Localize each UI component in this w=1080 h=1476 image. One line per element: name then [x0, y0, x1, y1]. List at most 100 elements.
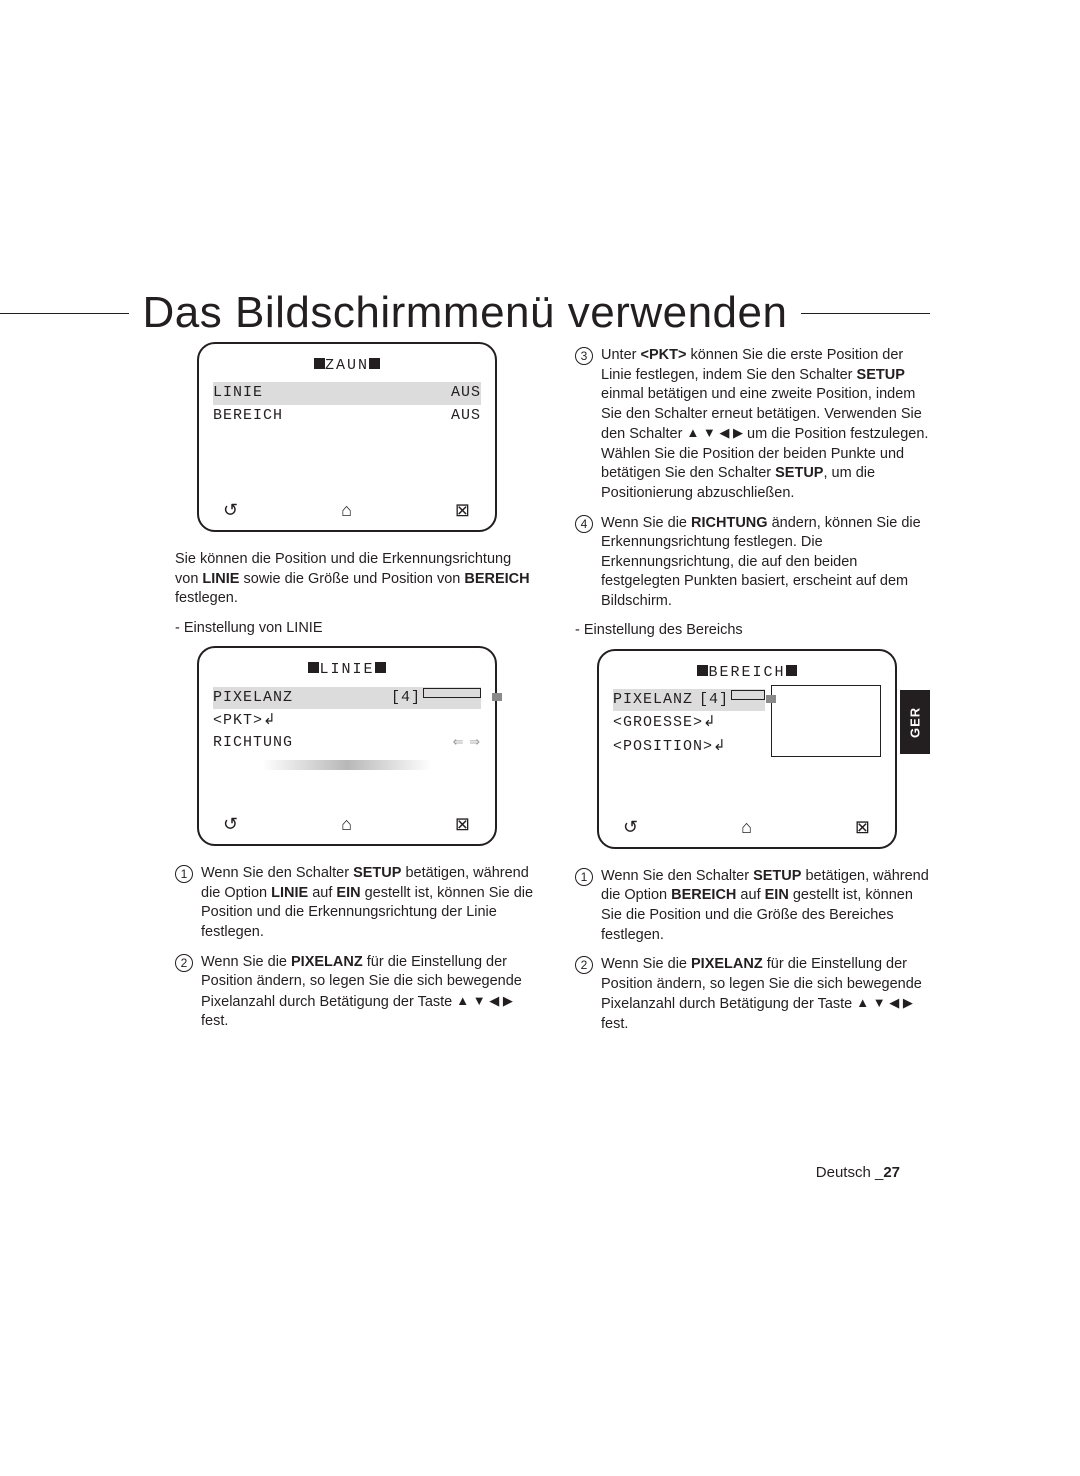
right-list-top: 3 Unter <PKT> können Sie die erste Posit… [575, 346, 935, 611]
osd-row: <PKT>↲ [213, 709, 481, 732]
text: um die Position festzulegen. [743, 426, 928, 442]
osd-title-text: LINIE [319, 661, 374, 678]
list-item: 4 Wenn Sie die RICHTUNG ändern, können S… [575, 514, 935, 612]
osd-title-text: BEREICH [708, 664, 785, 681]
circled-number-icon: 3 [575, 347, 593, 365]
osd-zaun-table: LINIEAUS BEREICHAUS [213, 382, 481, 427]
rule-left [0, 313, 129, 314]
text: Wenn Sie die [601, 956, 691, 972]
osd-row: BEREICHAUS [213, 405, 481, 427]
text: fest. [201, 1013, 228, 1029]
page-title-row: Das Bildschirmmenü verwenden [0, 288, 1080, 338]
osd-value: [4] [339, 687, 481, 709]
text-bold: SETUP [775, 465, 823, 481]
footer-page-number: 27 [883, 1164, 900, 1181]
close-icon: ⊠ [455, 812, 471, 836]
text: Wenn Sie den Schalter [601, 868, 753, 884]
right-column: 3 Unter <PKT> können Sie die erste Posit… [575, 342, 935, 1044]
text: [4] [699, 691, 729, 708]
page-footer: Deutsch _27 [816, 1164, 900, 1181]
list-item: 1 Wenn Sie den Schalter SETUP betätigen,… [575, 867, 935, 945]
osd-value: AUS [401, 382, 481, 404]
osd-row: PIXELANZ [4] [213, 687, 481, 709]
circled-number-icon: 1 [575, 868, 593, 886]
slider-icon [731, 690, 765, 700]
osd-label: RICHTUNG [213, 732, 339, 754]
text-bold: SETUP [353, 865, 401, 881]
text: <POSITION> [613, 738, 713, 755]
osd-label: <PKT>↲ [213, 709, 339, 732]
osd-label: PIXELANZ [613, 689, 696, 711]
subheading-bereich: Einstellung des Bereichs [575, 621, 935, 641]
left-column: ZAUN LINIEAUS BEREICHAUS ↺ ⌂ ⊠ Sie könne… [175, 342, 535, 1044]
text-bold: BEREICH [464, 571, 529, 587]
osd-title-text: ZAUN [325, 357, 369, 374]
text: Wenn Sie den Schalter [201, 865, 353, 881]
text: auf [308, 885, 336, 901]
circled-number-icon: 2 [575, 956, 593, 974]
osd-footer-icons: ↺ ⌂ ⊠ [213, 492, 481, 522]
enter-icon: ↲ [263, 711, 277, 728]
osd-footer-icons: ↺ ⌂ ⊠ [613, 809, 881, 839]
text: Unter [601, 347, 641, 363]
osd-row: PIXELANZ [4] [613, 689, 765, 711]
text-bold: LINIE [271, 885, 308, 901]
osd-row: LINIEAUS [213, 382, 481, 404]
text: sowie die Größe und Position von [239, 571, 464, 587]
stop-icon [375, 662, 386, 673]
enter-icon: ↲ [703, 713, 717, 730]
osd-label: <GROESSE>↲ [613, 711, 765, 734]
osd-zaun-title: ZAUN [213, 356, 481, 376]
home-icon: ⌂ [341, 498, 353, 522]
osd-footer-icons: ↺ ⌂ ⊠ [213, 806, 481, 836]
osd-label: PIXELANZ [213, 687, 339, 709]
text-bold: EIN [336, 885, 360, 901]
list-item: 2 Wenn Sie die PIXELANZ für die Einstell… [575, 955, 935, 1034]
text-bold: RICHTUNG [691, 515, 768, 531]
intro-paragraph: Sie können die Position und die Erkennun… [175, 550, 535, 609]
osd-row: RICHTUNG ⇐ ⇒ [213, 732, 481, 754]
osd-linie: LINIE PIXELANZ [4] <PKT>↲ RICHTUNG ⇐ ⇒ ↺ … [197, 646, 497, 846]
osd-label: BEREICH [213, 405, 401, 427]
osd-label: <POSITION>↲ [613, 735, 765, 758]
stop-icon [786, 665, 797, 676]
text: auf [736, 887, 764, 903]
list-item: 3 Unter <PKT> können Sie die erste Posit… [575, 346, 935, 504]
osd-row: <GROESSE>↲ [613, 711, 765, 734]
osd-linie-title: LINIE [213, 660, 481, 680]
text-bold: BEREICH [671, 887, 736, 903]
text-bold: <PKT> [641, 347, 687, 363]
home-icon: ⌂ [741, 815, 753, 839]
stop-icon [308, 662, 319, 673]
osd-bereich-title: BEREICH [613, 663, 881, 683]
list-item: 1 Wenn Sie den Schalter SETUP betätigen,… [175, 864, 535, 942]
page-title: Das Bildschirmmenü verwenden [143, 288, 788, 338]
preview-line [262, 760, 432, 770]
lr-arrows-icon: ⇐ ⇒ [453, 734, 481, 749]
text: Wenn Sie die [601, 515, 691, 531]
osd-zaun: ZAUN LINIEAUS BEREICHAUS ↺ ⌂ ⊠ [197, 342, 497, 532]
rule-right [801, 313, 930, 314]
close-icon: ⊠ [855, 815, 871, 839]
osd-row: <POSITION>↲ [613, 735, 765, 758]
circled-number-icon: 1 [175, 865, 193, 883]
right-list-bottom: 1 Wenn Sie den Schalter SETUP betätigen,… [575, 867, 935, 1035]
arrows-icon: ▲ ▼ ◀ ▶ [856, 995, 913, 1010]
text-bold: EIN [765, 887, 789, 903]
stop-icon [369, 358, 380, 369]
text-bold: LINIE [202, 571, 239, 587]
subheading-linie: Einstellung von LINIE [175, 619, 535, 639]
circled-number-icon: 4 [575, 515, 593, 533]
text-bold: SETUP [753, 868, 801, 884]
left-list: 1 Wenn Sie den Schalter SETUP betätigen,… [175, 864, 535, 1032]
arrows-icon: ▲ ▼ ◀ ▶ [686, 425, 743, 440]
arrows-icon: ▲ ▼ ◀ ▶ [456, 993, 513, 1008]
home-icon: ⌂ [341, 812, 353, 836]
circled-number-icon: 2 [175, 954, 193, 972]
text-bold: PIXELANZ [291, 954, 363, 970]
text: <GROESSE> [613, 714, 703, 731]
osd-value: AUS [401, 405, 481, 427]
close-icon: ⊠ [455, 498, 471, 522]
stop-icon [697, 665, 708, 676]
back-icon: ↺ [623, 815, 639, 839]
